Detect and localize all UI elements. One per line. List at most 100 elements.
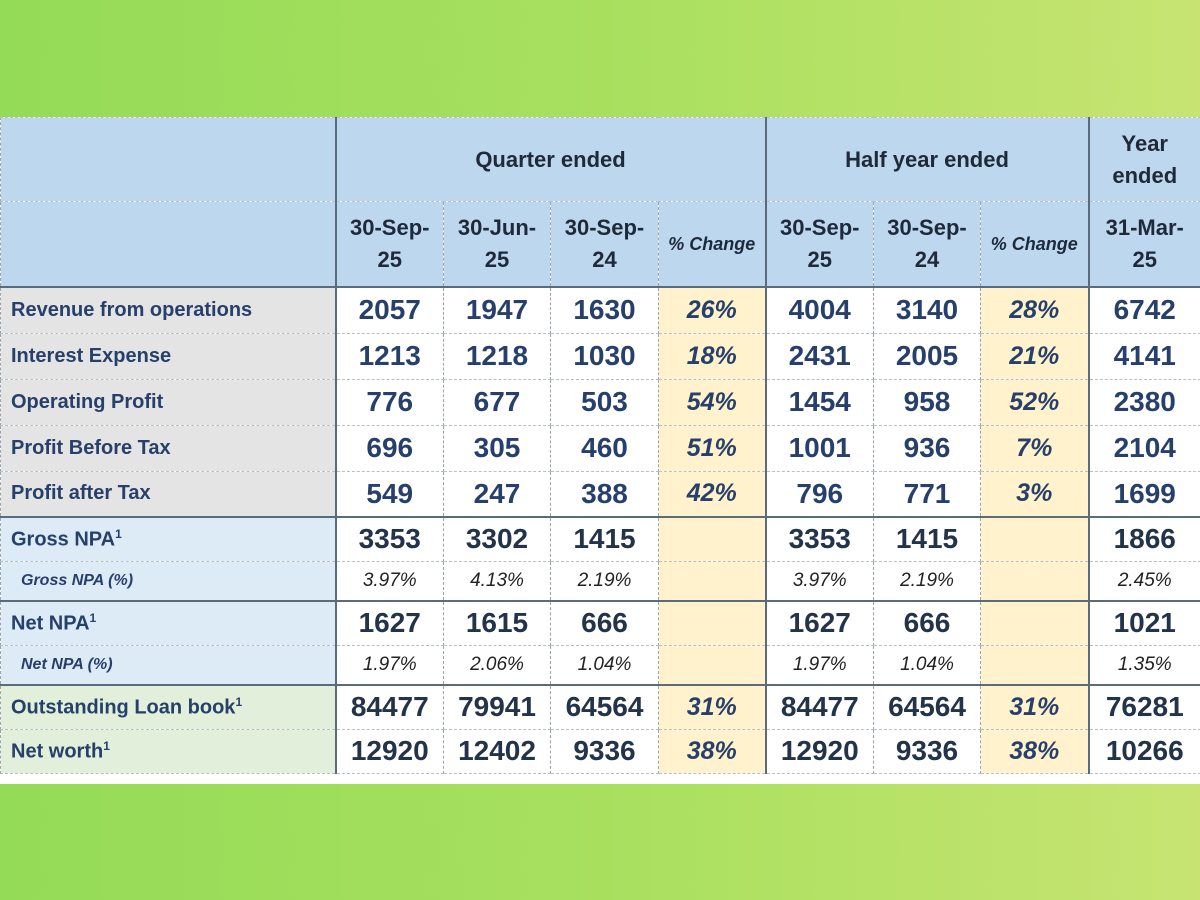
value-cell: 1.04% xyxy=(550,644,659,686)
pct-change-cell xyxy=(658,600,767,646)
pct-change-cell: 38% xyxy=(658,728,767,774)
table-row: Net worth1 12920 12402 9336 38% 12920 9336 38% 1… xyxy=(0,728,1200,774)
value-cell: 2.19% xyxy=(550,560,659,602)
value-cell: 666 xyxy=(873,600,981,646)
value-cell: 12920 xyxy=(335,728,444,774)
row-label: Gross NPA (%) xyxy=(0,560,337,602)
header-year-ended-line2: ended xyxy=(1112,162,1178,188)
col-header-line1: 30-Jun- xyxy=(457,215,537,240)
table-body: Revenue from operations 2057 1947 1630 26% 40… xyxy=(0,286,1200,774)
col-header-line1: 30-Sep- xyxy=(350,215,430,240)
row-label: Operating Profit xyxy=(0,378,337,426)
pct-change-cell xyxy=(980,600,1090,646)
col-header-line2: 25 xyxy=(1132,247,1157,272)
value-cell: 696 xyxy=(335,424,444,472)
pct-change-cell xyxy=(980,516,1090,562)
row-label-text: Profit after Tax xyxy=(11,482,151,505)
value-cell: 1.97% xyxy=(765,644,874,686)
table-row: Gross NPA1 3353 3302 1415 3353 1415 1866 xyxy=(0,516,1200,562)
value-cell: 1030 xyxy=(550,332,659,380)
row-label-text: Interest Expense xyxy=(11,344,172,367)
table-row: Gross NPA (%) 3.97% 4.13% 2.19% 3.97% 2.19% 2.… xyxy=(0,560,1200,602)
pct-change-cell: 7% xyxy=(980,424,1090,472)
value-cell: 1415 xyxy=(550,516,659,562)
row-label: Gross NPA1 xyxy=(0,516,337,562)
value-cell: 76281 xyxy=(1088,684,1200,730)
value-cell: 936 xyxy=(873,424,981,472)
value-cell: 1.04% xyxy=(873,644,981,686)
value-cell: 3353 xyxy=(765,516,874,562)
value-cell: 1454 xyxy=(765,378,874,426)
pct-change-cell: 26% xyxy=(658,286,767,334)
value-cell: 1627 xyxy=(335,600,444,646)
value-cell: 4.13% xyxy=(443,560,551,602)
col-header-h-30sep25: 30-Sep- 25 xyxy=(765,201,874,288)
value-cell: 771 xyxy=(873,470,981,518)
row-label-text: Net NPA (%) xyxy=(21,655,113,673)
pct-change-cell: 31% xyxy=(658,684,767,730)
pct-change-cell: 3% xyxy=(980,470,1090,518)
pct-change-cell: 21% xyxy=(980,332,1090,380)
row-label-text: Gross NPA xyxy=(11,528,116,551)
row-label-text: Net worth xyxy=(11,740,104,763)
col-header-line1: 31-Mar- xyxy=(1105,215,1184,240)
value-cell: 1947 xyxy=(443,286,551,334)
value-cell: 1699 xyxy=(1088,470,1200,518)
value-cell: 1615 xyxy=(443,600,551,646)
col-header-line2: 25 xyxy=(377,247,402,272)
value-cell: 84477 xyxy=(765,684,874,730)
value-cell: 64564 xyxy=(550,684,659,730)
pct-change-cell xyxy=(658,560,767,602)
value-cell: 9336 xyxy=(550,728,659,774)
value-cell: 1630 xyxy=(550,286,659,334)
financial-results-table-sheet: Quarter ended Half year ended Year ended… xyxy=(0,117,1200,784)
col-header-q-30sep25: 30-Sep- 25 xyxy=(335,201,444,288)
value-cell: 10266 xyxy=(1088,728,1200,774)
table-row: Operating Profit 776 677 503 54% 1454 958 52% 23… xyxy=(0,378,1200,426)
col-header-line2: 24 xyxy=(914,247,940,272)
value-cell: 1415 xyxy=(873,516,981,562)
row-label: Interest Expense xyxy=(0,332,337,380)
col-header-h-pct-change: % Change xyxy=(980,201,1090,288)
value-cell: 2.19% xyxy=(873,560,981,602)
value-cell: 4004 xyxy=(765,286,874,334)
row-label: Profit Before Tax xyxy=(0,424,337,472)
col-header-line2: 25 xyxy=(484,247,510,272)
header-year-ended: Year ended xyxy=(1088,117,1200,202)
header-date-corner-cell xyxy=(0,201,337,288)
value-cell: 1.35% xyxy=(1088,644,1200,686)
row-label-text: Net NPA xyxy=(11,612,90,635)
header-quarter-ended: Quarter ended xyxy=(335,117,767,202)
value-cell: 3140 xyxy=(873,286,981,334)
footnote-marker: 1 xyxy=(235,694,243,709)
pct-change-cell xyxy=(980,644,1090,686)
pct-change-cell: 42% xyxy=(658,470,767,518)
footnote-marker: 1 xyxy=(89,610,97,625)
table-row: Revenue from operations 2057 1947 1630 26% 40… xyxy=(0,286,1200,334)
pct-change-cell: 18% xyxy=(658,332,767,380)
value-cell: 3.97% xyxy=(335,560,444,602)
value-cell: 2005 xyxy=(873,332,981,380)
table-row: Profit after Tax 549 247 388 42% 796 771 3% 1699 xyxy=(0,470,1200,518)
pct-change-cell: 51% xyxy=(658,424,767,472)
header-half-year-ended: Half year ended xyxy=(765,117,1090,202)
value-cell: 3353 xyxy=(335,516,444,562)
value-cell: 1218 xyxy=(443,332,551,380)
value-cell: 9336 xyxy=(873,728,981,774)
col-header-q-pct-change: % Change xyxy=(658,201,767,288)
footnote-marker: 1 xyxy=(103,738,110,753)
header-date-row: 30-Sep- 25 30-Jun- 25 30-Sep- 24 % Change 3… xyxy=(0,201,1200,288)
value-cell: 4141 xyxy=(1088,332,1200,380)
pct-change-cell: 52% xyxy=(980,378,1090,426)
table-row: Outstanding Loan book1 84477 79941 64564 31%… xyxy=(0,684,1200,730)
table-row: Net NPA (%) 1.97% 2.06% 1.04% 1.97% 1.04% 1.35… xyxy=(0,644,1200,686)
pct-change-cell: 54% xyxy=(658,378,767,426)
col-header-q-30sep24: 30-Sep- 24 xyxy=(550,201,659,288)
value-cell: 460 xyxy=(550,424,659,472)
value-cell: 666 xyxy=(550,600,659,646)
table-row: Net NPA1 1627 1615 666 1627 666 1021 xyxy=(0,600,1200,646)
value-cell: 388 xyxy=(550,470,659,518)
row-label-text: Gross NPA (%) xyxy=(21,571,134,589)
value-cell: 1001 xyxy=(765,424,874,472)
value-cell: 2057 xyxy=(335,286,444,334)
